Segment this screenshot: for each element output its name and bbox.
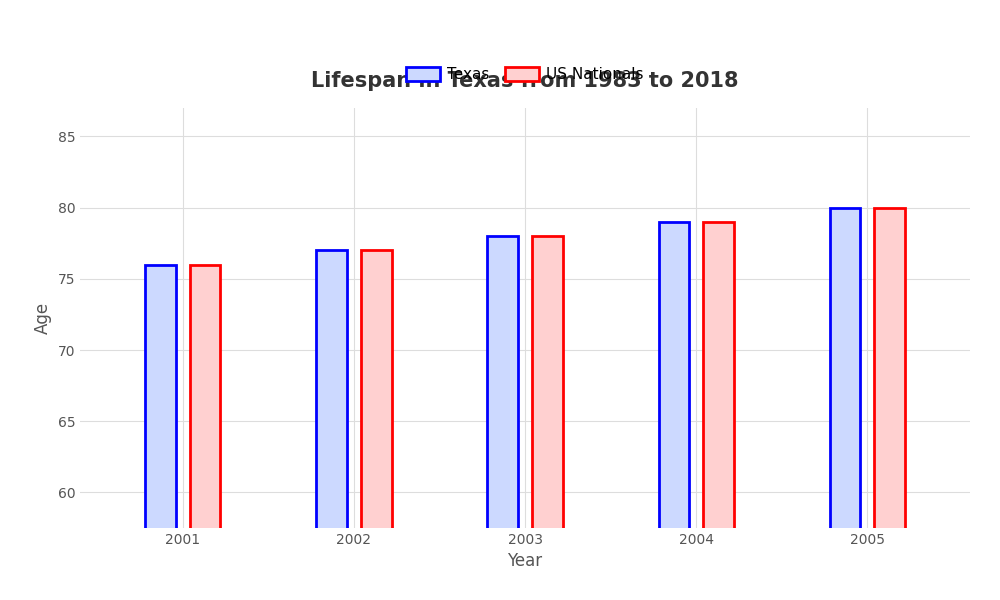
Bar xyxy=(532,236,563,600)
Title: Lifespan in Texas from 1983 to 2018: Lifespan in Texas from 1983 to 2018 xyxy=(311,71,739,91)
Bar xyxy=(316,250,347,600)
Bar xyxy=(830,208,860,600)
Y-axis label: Age: Age xyxy=(34,302,52,334)
Legend: Texas, US Nationals: Texas, US Nationals xyxy=(400,61,650,88)
Bar xyxy=(703,222,734,600)
Bar xyxy=(145,265,176,600)
Bar xyxy=(487,236,518,600)
Bar xyxy=(361,250,392,600)
X-axis label: Year: Year xyxy=(507,553,543,571)
Bar xyxy=(874,208,905,600)
Bar xyxy=(190,265,220,600)
Bar xyxy=(659,222,689,600)
